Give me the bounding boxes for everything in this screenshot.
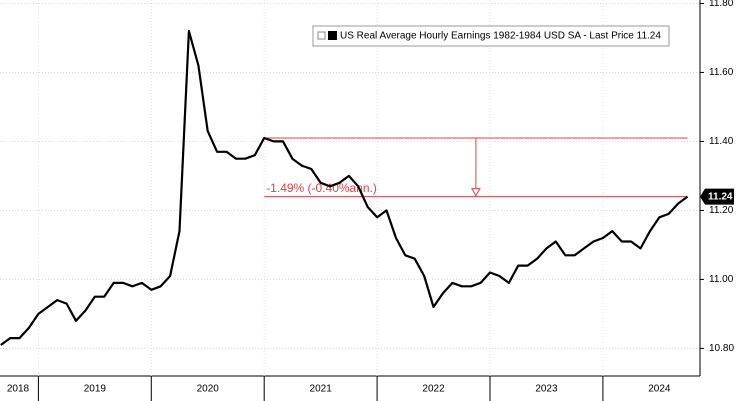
y-tick-label: 11.40 <box>709 136 734 147</box>
last-price-label: 11.24 <box>708 191 733 202</box>
x-tick-label: 2022 <box>422 384 445 395</box>
legend-swatch <box>328 31 337 40</box>
legend-label: US Real Average Hourly Earnings 1982-198… <box>340 31 661 42</box>
x-tick-label: 2024 <box>648 384 671 395</box>
change-annotation: -1.49% (-0.40%ann.) <box>266 181 377 195</box>
series-line <box>0 29 689 346</box>
x-tick-label: 2018 <box>7 384 30 395</box>
y-tick-label: 11.00 <box>709 274 734 285</box>
x-tick-label: 2021 <box>310 384 333 395</box>
x-tick-label: 2023 <box>535 384 558 395</box>
y-tick-label: 11.80 <box>709 0 734 9</box>
y-tick-label: 11.20 <box>709 205 734 216</box>
arrow-head <box>471 188 481 197</box>
legend-box <box>312 25 670 47</box>
x-tick-label: 2020 <box>197 384 220 395</box>
y-tick-label: 10.80 <box>709 343 734 354</box>
legend-expander <box>317 31 326 40</box>
y-tick-label: 11.60 <box>709 67 734 78</box>
x-tick-label: 2019 <box>84 384 107 395</box>
legend: US Real Average Hourly Earnings 1982-198… <box>312 25 670 47</box>
last-price-tag <box>700 188 734 205</box>
